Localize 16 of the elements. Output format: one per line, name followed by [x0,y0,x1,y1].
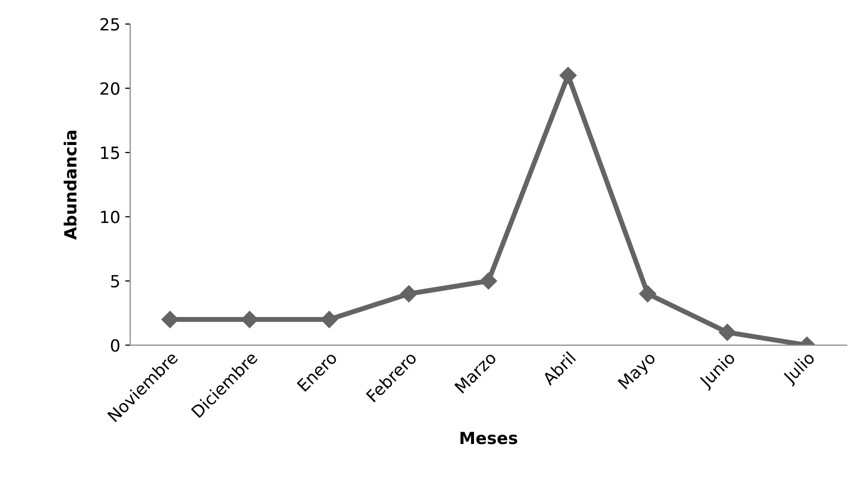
y-tick-label: 20 [100,82,120,95]
y-tick-label: 25 [100,18,120,31]
point [161,310,179,328]
y-tick-label: 5 [111,275,120,288]
point [560,66,577,84]
point [241,310,258,328]
y-tick-label: 0 [110,339,120,352]
y-tick-label: 15 [101,146,120,160]
y-axis-title: Abundancia [64,130,77,240]
point [718,324,736,341]
point [639,285,656,302]
point [320,310,338,328]
x-axis-title: Meses [460,432,518,444]
point [480,272,498,290]
point [400,285,418,302]
y-tick-label: 10 [101,210,120,224]
